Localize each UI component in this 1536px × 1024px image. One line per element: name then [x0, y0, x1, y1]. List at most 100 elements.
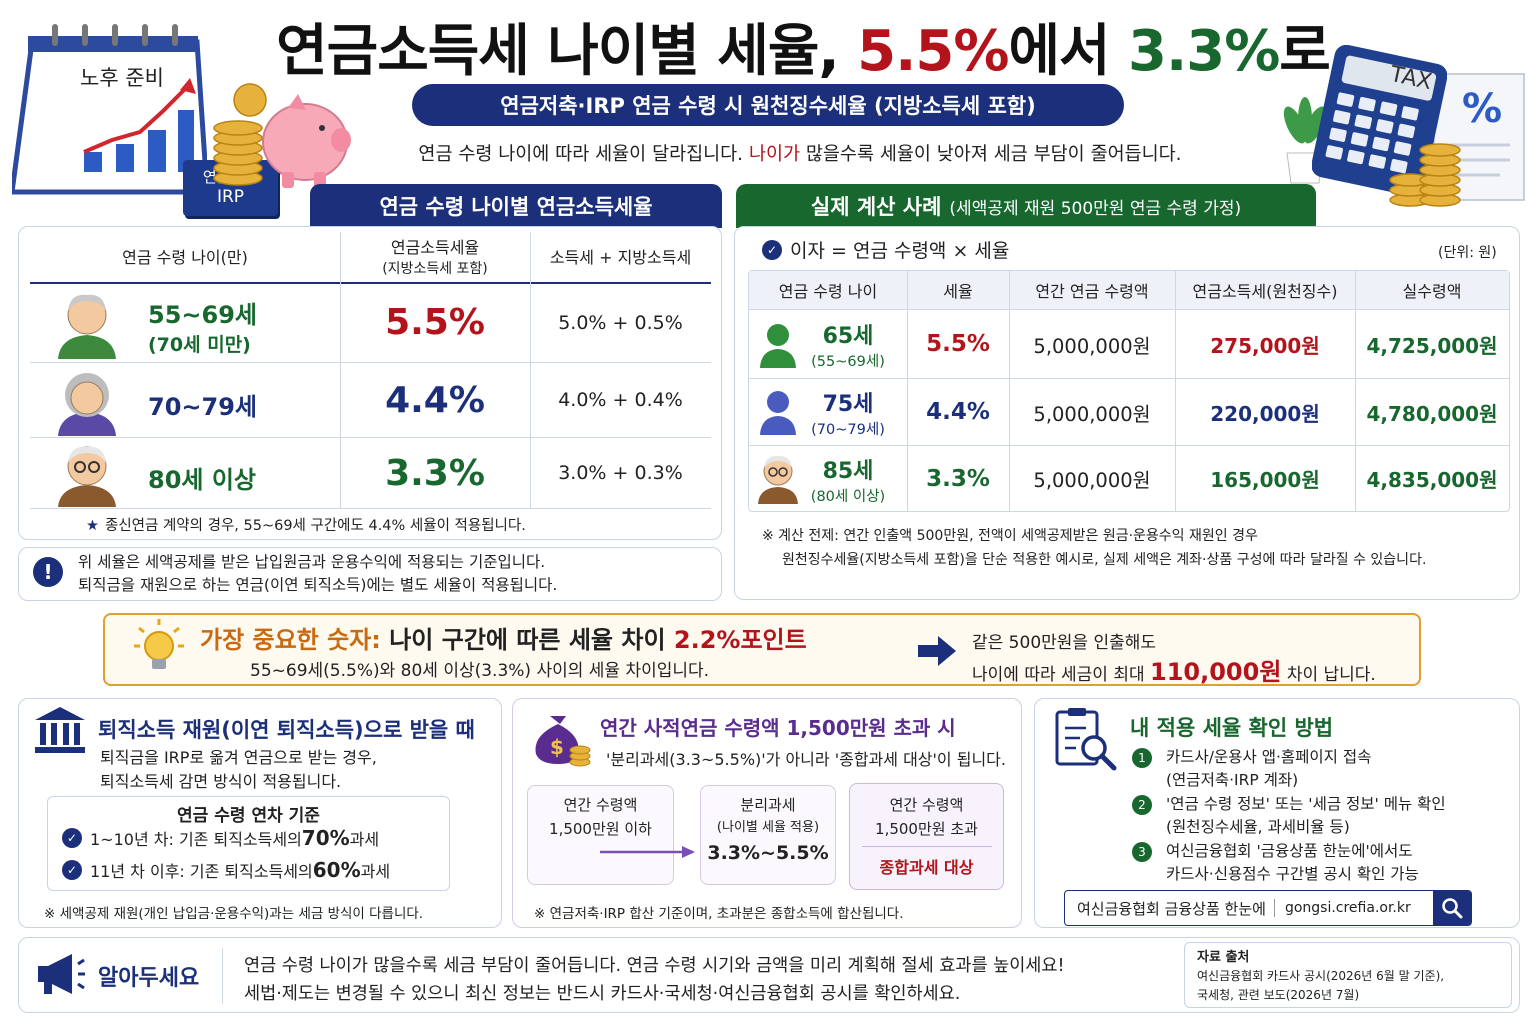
lightbulb-icon	[133, 618, 185, 674]
right-table-header: 실제 계산 사례 (세액공제 재원 500만원 연금 수령 가정)	[736, 184, 1316, 228]
col-header: 연간 연금 수령액	[1035, 282, 1149, 301]
col-header: 연금소득세(원천징수)	[1192, 282, 1338, 301]
divider	[749, 445, 1509, 446]
table-row: 70~79세 4.4% 4.0% + 0.4%	[30, 363, 711, 437]
footer-line-1: 연금 수령 나이가 많을수록 세금 부담이 줄어듭니다. 연금 수령 시기와 금…	[244, 956, 1065, 976]
col-rate-title: 연금소득세율	[390, 238, 480, 257]
tax-rate: 5.5%	[385, 302, 485, 343]
case-age: 85세	[822, 459, 874, 484]
key-label: 가장 중요한 숫자:	[200, 626, 381, 654]
footer-panel	[18, 937, 1520, 1013]
table-row: 85세 (80세 이상)	[798, 453, 898, 506]
key-value: 2.2%포인트	[673, 626, 807, 654]
age-range: 55~69세	[148, 301, 257, 329]
unit-label: (단위: 원)	[1438, 245, 1497, 261]
subtitle-text: 연금저축·IRP 연금 수령 시 원천징수세율 (지방소득세 포함)	[500, 94, 1036, 118]
check-panel	[1034, 698, 1520, 928]
divider	[30, 437, 711, 438]
source-title: 자료 출처	[1197, 950, 1250, 965]
check-step: 2 '연금 수령 정보' 또는 '세금 정보' 메뉴 확인 (원천징수세율, 과…	[1132, 793, 1446, 839]
retire-desc-1: 퇴직금을 IRP로 옮겨 연금으로 받는 경우,	[100, 748, 377, 767]
footer-line-2: 세법·제도는 변경될 수 있으니 최신 정보는 반드시 카드사·국세청·여신금융…	[244, 984, 961, 1004]
right-table-header-sub: (세액공제 재원 500만원 연금 수령 가정)	[949, 198, 1242, 219]
age-range: 70~79세	[148, 393, 257, 421]
footer-label: 알아두세요	[98, 966, 200, 991]
col-header: 연금 수령 나이	[778, 282, 878, 301]
badge-line2: IRP	[216, 187, 245, 207]
table-row: 55~69세 (70세 미만) 5.5% 5.0% + 0.5%	[30, 283, 711, 362]
step-2-line-1: '연금 수령 정보' 또는 '세금 정보' 메뉴 확인	[1166, 795, 1446, 813]
source-line-2: 국세청, 관련 보도(2026년 7월)	[1197, 988, 1360, 1002]
retire-item-1-post: 과세	[349, 830, 380, 849]
search-icon	[1442, 898, 1463, 919]
retire-box-title: 연금 수령 연차 기준	[177, 806, 320, 826]
senior-glasses-icon	[56, 441, 118, 507]
rate-split: 5.0% + 0.5%	[558, 311, 683, 334]
private-box-3-l1: 연간 수령액	[889, 796, 964, 814]
notice-line1: 위 세율은 세액공제를 받은 납입원금과 운용수익에 적용되는 기준입니다.	[78, 553, 546, 571]
divider	[30, 282, 711, 284]
left-footnote-text: 종신연금 계약의 경우, 55~69세 구간에도 4.4% 세율이 적용됩니다.	[105, 518, 526, 534]
divider	[907, 271, 908, 511]
retire-box	[47, 796, 450, 891]
left-table-head-row: 연금 수령 나이(만) 연금소득세율 (지방소득세 포함) 소득세 + 지방소득…	[30, 230, 711, 282]
arrow-right-icon	[600, 844, 695, 858]
case-age: 65세	[822, 324, 874, 349]
divider	[862, 846, 992, 847]
search-button[interactable]	[1433, 891, 1471, 925]
private-box-3-l3: 종합과세 대상	[879, 858, 974, 877]
star-icon: ★	[86, 518, 99, 534]
clipboard-search-icon	[1054, 706, 1118, 772]
title-mid: 에서	[1008, 19, 1128, 84]
key-right-2: 나이에 따라 세금이 최대 110,000원 차이 납니다.	[972, 652, 1376, 687]
retire-item-1: ✓ 1~10년 차: 기존 퇴직소득세의 70% 과세	[62, 826, 379, 850]
calculator-icon	[1311, 44, 1448, 197]
private-box-1-l2: 1,500만원 이하	[549, 820, 652, 838]
table-row: 75세 (70~79세)	[798, 386, 898, 439]
person-icon	[758, 389, 798, 435]
retire-item-2-pre: 11년 차 이후: 기존 퇴직소득세의	[90, 862, 313, 881]
case-age-sub: (80세 이상)	[810, 489, 886, 505]
tax-rate: 3.3%	[385, 452, 485, 494]
calc-table-head	[749, 271, 1509, 309]
col-split-header: 소득세 + 지방소득세	[549, 248, 692, 267]
case-rate: 3.3%	[926, 465, 990, 492]
divider	[1009, 271, 1010, 511]
formula-line: ✓ 이자 = 연금 수령액 × 세율	[762, 236, 1009, 263]
senior-glasses-icon	[756, 452, 800, 504]
key-right-value: 110,000원	[1150, 658, 1282, 686]
age-range: 80세 이상	[148, 466, 256, 494]
person-icon	[758, 322, 798, 368]
search-url: gongsi.crefia.or.kr	[1284, 900, 1411, 916]
search-bar[interactable]: 여신금융협회 금융상품 한눈에 gongsi.crefia.or.kr	[1064, 890, 1472, 926]
retire-item-1-pre: 1~10년 차: 기존 퇴직소득세의	[90, 830, 302, 849]
col-header: 실수령액	[1402, 282, 1462, 301]
intro-pre: 연금 수령 나이에 따라 세율이 달라집니다.	[418, 144, 749, 165]
page-title: 연금소득세 나이별 세율, 5.5%에서 3.3%로	[268, 6, 1338, 87]
private-title: 연간 사적연금 수령액 1,500만원 초과 시	[600, 716, 956, 740]
retire-desc-2: 퇴직소득세 감면 방식이 적용됩니다.	[100, 772, 342, 791]
key-right-pre: 나이에 따라 세금이 최대	[972, 665, 1151, 685]
step-3-badge: 3	[1132, 842, 1152, 862]
step-1-line-1: 카드사/운용사 앱·홈페이지 접속	[1166, 748, 1372, 766]
left-table-header-text: 연금 수령 나이별 연금소득세율	[379, 195, 653, 219]
search-label: 여신금융협회 금융상품 한눈에	[1077, 899, 1266, 918]
left-table-header: 연금 수령 나이별 연금소득세율	[310, 184, 722, 228]
rate-split: 3.0% + 0.3%	[558, 462, 683, 484]
retire-title: 퇴직소득 재원(이연 퇴직소득)으로 받을 때	[98, 718, 475, 742]
private-box-3-l2: 1,500만원 초과	[875, 820, 978, 838]
check-icon: ✓	[62, 860, 82, 880]
case-age: 75세	[822, 392, 874, 417]
formula-text: 이자 = 연금 수령액 × 세율	[790, 240, 1010, 262]
divider	[1175, 271, 1176, 511]
check-step: 1 카드사/운용사 앱·홈페이지 접속 (연금저축·IRP 계좌)	[1132, 746, 1371, 792]
divider	[1355, 271, 1356, 511]
case-rate: 4.4%	[926, 399, 990, 425]
tax-rate: 4.4%	[385, 379, 485, 421]
source-box: 자료 출처 여신금융협회 카드사 공시(2026년 6월 말 기준), 국세청,…	[1184, 942, 1512, 1008]
money-bag-icon: $	[530, 706, 592, 768]
retire-item-2-post: 과세	[360, 862, 391, 881]
private-note: ※ 연금저축·IRP 합산 기준이며, 초과분은 종합소득에 합산됩니다.	[534, 906, 904, 922]
right-table-header-text: 실제 계산 사례	[810, 195, 942, 219]
key-right-post: 차이 납니다.	[1281, 665, 1376, 685]
